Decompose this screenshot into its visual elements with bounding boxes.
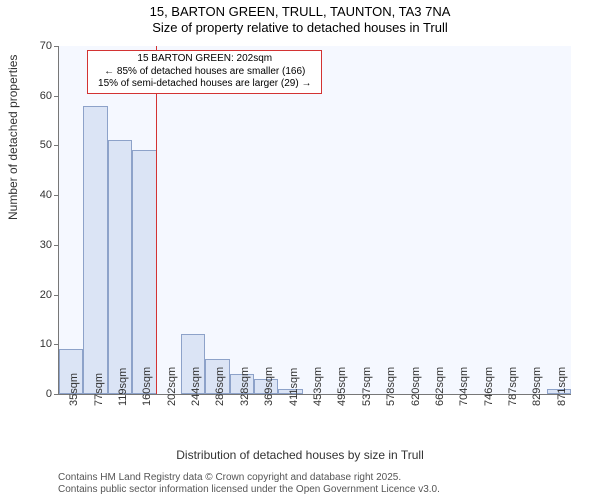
footer-credits: Contains HM Land Registry data © Crown c… bbox=[58, 472, 440, 496]
histogram-bar bbox=[132, 150, 156, 394]
y-tick-mark bbox=[54, 195, 58, 196]
histogram-bar bbox=[83, 106, 107, 394]
annotation-line-3: 15% of semi-detached houses are larger (… bbox=[92, 78, 317, 91]
annotation-line-2: ← 85% of detached houses are smaller (16… bbox=[92, 66, 317, 79]
chart-title-block: 15, BARTON GREEN, TRULL, TAUNTON, TA3 7N… bbox=[0, 4, 600, 35]
y-tick-label: 50 bbox=[12, 139, 52, 151]
y-tick-mark bbox=[54, 145, 58, 146]
y-tick-mark bbox=[54, 245, 58, 246]
plot-area bbox=[58, 46, 571, 395]
y-tick-label: 40 bbox=[12, 189, 52, 201]
chart-title-main: 15, BARTON GREEN, TRULL, TAUNTON, TA3 7N… bbox=[0, 4, 600, 19]
chart-title-sub: Size of property relative to detached ho… bbox=[0, 20, 600, 35]
y-tick-label: 60 bbox=[12, 90, 52, 102]
x-axis-title: Distribution of detached houses by size … bbox=[0, 448, 600, 462]
y-tick-mark bbox=[54, 96, 58, 97]
y-tick-label: 0 bbox=[12, 388, 52, 400]
y-tick-mark bbox=[54, 394, 58, 395]
y-tick-mark bbox=[54, 295, 58, 296]
y-tick-label: 30 bbox=[12, 239, 52, 251]
y-tick-label: 70 bbox=[12, 40, 52, 52]
footer-line-2: Contains public sector information licen… bbox=[58, 484, 440, 496]
y-tick-label: 10 bbox=[12, 338, 52, 350]
footer-line-1: Contains HM Land Registry data © Crown c… bbox=[58, 472, 440, 484]
annotation-box: 15 BARTON GREEN: 202sqm← 85% of detached… bbox=[87, 50, 322, 94]
histogram-bar bbox=[108, 140, 132, 394]
annotation-line-1: 15 BARTON GREEN: 202sqm bbox=[92, 53, 317, 66]
marker-line bbox=[156, 46, 157, 394]
y-tick-mark bbox=[54, 344, 58, 345]
y-tick-label: 20 bbox=[12, 289, 52, 301]
y-tick-mark bbox=[54, 46, 58, 47]
